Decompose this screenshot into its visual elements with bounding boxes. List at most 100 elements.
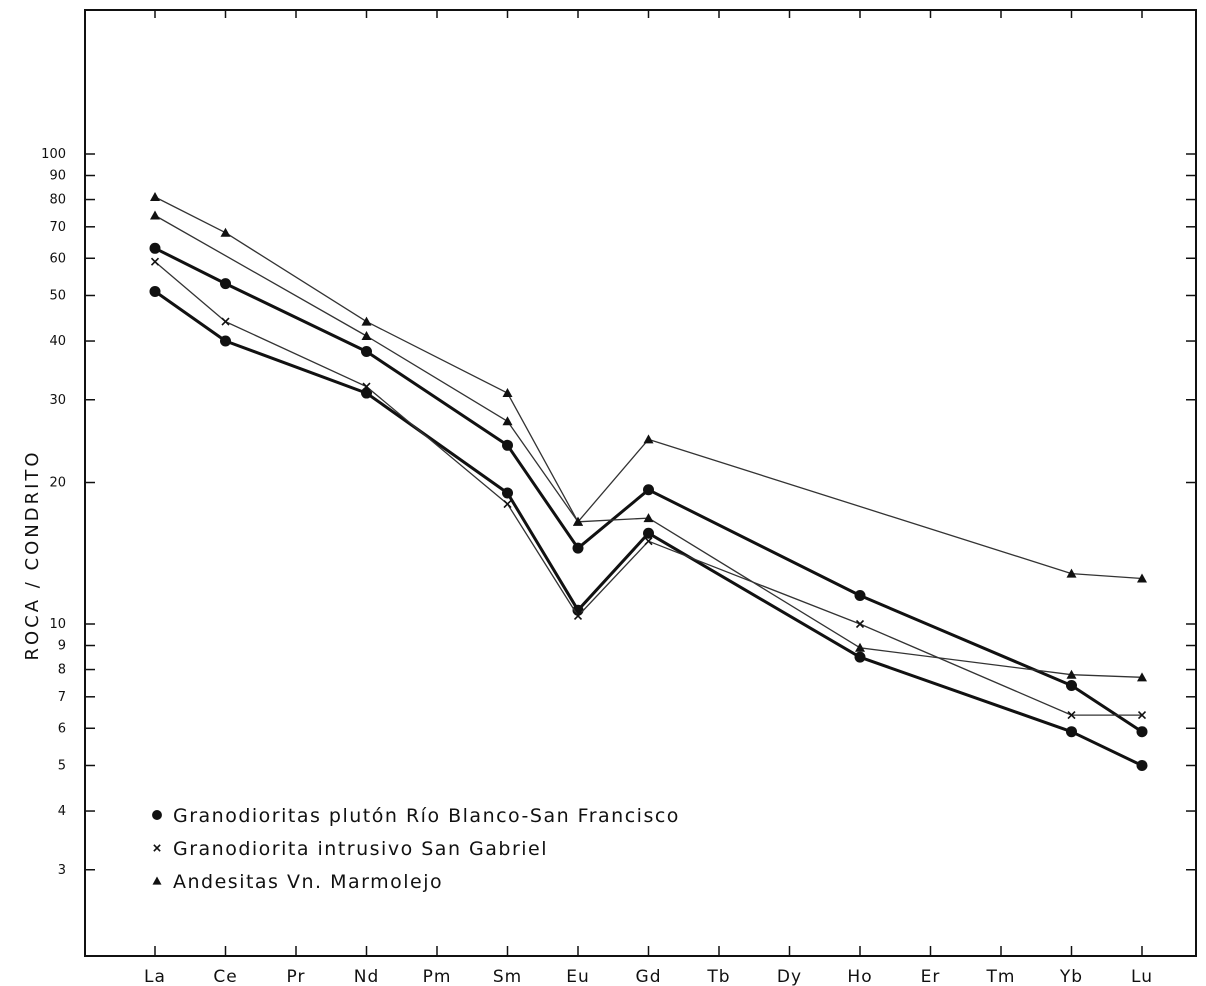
triangle-marker [1066, 669, 1077, 679]
y-tick-label: 70 [49, 220, 66, 235]
x-tick-Pr: Pr [287, 10, 306, 986]
triangle-marker [150, 210, 160, 220]
series-line [154, 196, 1143, 580]
legend-label: Granodiorita intrusivo San Gabriel [173, 838, 548, 860]
x-tick-La: La [144, 10, 165, 986]
triangle-marker [502, 416, 513, 426]
x-tick-Ce: Ce [213, 10, 237, 986]
x-tick-label: Ce [213, 967, 237, 986]
legend-label: Granodioritas plutón Río Blanco-San Fran… [173, 805, 680, 827]
triangle-marker [1066, 568, 1077, 578]
y-tick-label: 8 [58, 663, 66, 678]
y-tick-label: 5 [58, 758, 66, 773]
circle-marker [1136, 759, 1148, 771]
y-tick-7: 7 [58, 690, 1196, 705]
triangle-marker [855, 642, 865, 652]
x-tick-label: Dy [777, 967, 802, 986]
circle-marker [149, 242, 161, 254]
y-tick-label: 20 [49, 476, 66, 491]
triangle-marker [152, 876, 162, 885]
y-tick-label: 9 [58, 639, 66, 654]
y-tick-label: 50 [49, 288, 66, 303]
y-tick-6: 6 [58, 721, 1196, 736]
y-tick-10: 10 [49, 617, 1196, 632]
y-tick-70: 70 [49, 220, 1196, 235]
triangle-marker [643, 513, 654, 523]
x-tick-label: Eu [566, 967, 590, 986]
circle-marker [1066, 679, 1077, 691]
x-tick-label: Tm [986, 967, 1016, 986]
cross-marker [362, 382, 371, 391]
x-tick-label: Tb [706, 967, 730, 986]
x-tick-Er: Er [921, 10, 939, 986]
legend-label: Andesitas Vn. Marmolejo [173, 871, 443, 893]
x-axis-ticks: La Ce Pr Nd Pm Sm Eu Gd Tb Dy Ho Er Tm Yb Lu [144, 10, 1153, 986]
circle-marker [361, 346, 372, 358]
y-tick-label: 4 [58, 804, 66, 819]
legend: Granodioritas plutón Río Blanco-San Fran… [152, 805, 680, 893]
triangle-marker [150, 192, 160, 202]
y-tick-label: 6 [58, 721, 66, 736]
y-tick-label: 30 [49, 393, 66, 408]
x-tick-Nd: Nd [354, 10, 378, 986]
y-tick-label: 3 [58, 863, 66, 878]
x-tick-Eu: Eu [566, 10, 590, 986]
y-tick-label: 7 [58, 690, 66, 705]
series-4 [150, 192, 1147, 583]
triangle-marker [573, 516, 583, 526]
y-tick-60: 60 [49, 251, 1196, 266]
y-tick-50: 50 [49, 288, 1196, 303]
triangle-marker [361, 330, 372, 340]
circle-marker [643, 484, 654, 496]
x-tick-Gd: Gd [636, 10, 662, 986]
legend-item-2: Granodiorita intrusivo San Gabriel [153, 838, 548, 860]
x-tick-label: Lu [1131, 967, 1153, 986]
cross-marker [221, 317, 230, 326]
series-1 [149, 242, 1148, 738]
x-tick-label: Gd [636, 967, 662, 986]
x-tick-Dy: Dy [777, 10, 802, 986]
series-layer [149, 192, 1148, 771]
x-tick-Pm: Pm [423, 10, 450, 986]
circle-marker [854, 651, 866, 663]
triangle-marker [220, 227, 231, 237]
y-tick-label: 60 [49, 251, 66, 266]
y-tick-3: 3 [58, 863, 1196, 878]
legend-item-3: Andesitas Vn. Marmolejo [152, 871, 443, 893]
circle-marker [572, 542, 584, 554]
y-tick-4: 4 [58, 804, 1196, 819]
y-tick-100: 100 [41, 147, 1196, 162]
circle-marker [502, 487, 513, 499]
circle-marker [643, 527, 654, 539]
circle-marker [220, 278, 231, 290]
x-tick-label: Sm [493, 967, 522, 986]
y-tick-9: 9 [58, 639, 1196, 654]
y-tick-80: 80 [49, 193, 1196, 208]
cross-marker [855, 619, 865, 629]
cross-marker [150, 257, 160, 266]
y-axis-ticks: 3 4 5 6 7 8 9 10 20 30 40 50 60 70 80 90 100 [41, 147, 1196, 878]
y-tick-label: 10 [49, 617, 66, 632]
y-tick-90: 90 [49, 169, 1196, 184]
circle-marker [220, 335, 231, 347]
triangle-marker [361, 316, 372, 326]
cross-marker [573, 611, 583, 621]
cross-marker [153, 844, 161, 852]
y-tick-5: 5 [58, 758, 1196, 773]
x-tick-Ho: Ho [847, 10, 872, 986]
circle-marker [149, 285, 161, 297]
y-tick-label: 90 [49, 169, 66, 184]
circle-marker [1136, 726, 1148, 738]
series-2 [149, 285, 1148, 771]
cross-marker [1137, 711, 1147, 720]
cross-marker [503, 499, 512, 509]
x-tick-label: Pr [287, 967, 306, 986]
y-tick-30: 30 [49, 393, 1196, 408]
cross-marker [644, 537, 653, 546]
y-tick-8: 8 [58, 663, 1196, 678]
y-axis-label: ROCA / CONDRITO [22, 449, 43, 660]
triangle-marker [643, 434, 654, 444]
circle-marker [502, 439, 513, 451]
x-tick-Tm: Tm [986, 10, 1016, 986]
circle-marker [1066, 726, 1077, 738]
